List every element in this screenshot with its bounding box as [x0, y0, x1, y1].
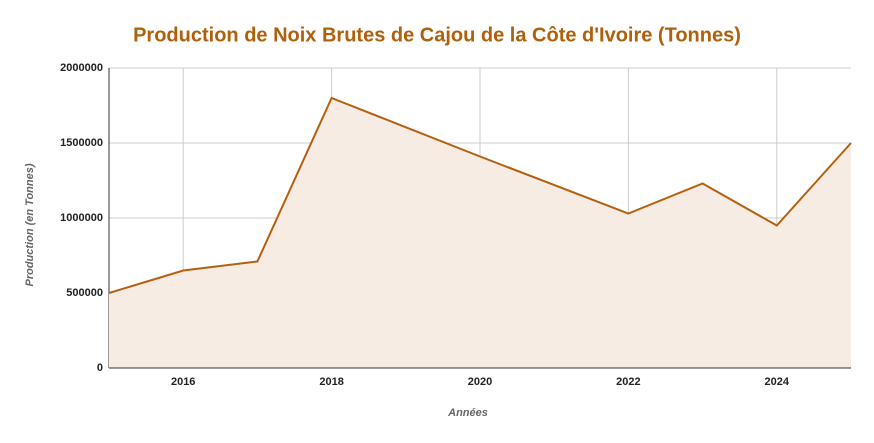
x-axis-title: Années: [447, 407, 488, 419]
y-axis-title: Production (en Tonnes): [24, 163, 36, 286]
x-tick-label: 2020: [468, 376, 492, 388]
x-tick-label: 2022: [616, 376, 640, 388]
line: [108, 96, 852, 294]
x-tick-label: 2018: [319, 376, 343, 388]
y-tick-label: 0: [97, 362, 103, 374]
y-tick-label: 1500000: [60, 137, 103, 149]
area-fill: [109, 98, 851, 368]
x-tick-label: 2024: [765, 376, 790, 388]
y-tick-label: 500000: [66, 287, 103, 299]
y-tick-label: 2000000: [60, 62, 103, 74]
chart-title: Production de Noix Brutes de Cajou de la…: [133, 24, 741, 46]
x-tick-label: 2016: [171, 376, 195, 388]
y-tick-label: 1000000: [60, 212, 103, 224]
